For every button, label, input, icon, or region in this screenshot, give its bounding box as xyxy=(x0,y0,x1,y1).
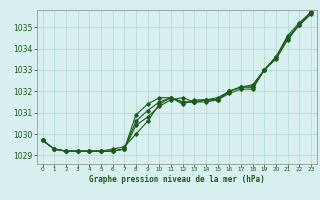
X-axis label: Graphe pression niveau de la mer (hPa): Graphe pression niveau de la mer (hPa) xyxy=(89,175,265,184)
